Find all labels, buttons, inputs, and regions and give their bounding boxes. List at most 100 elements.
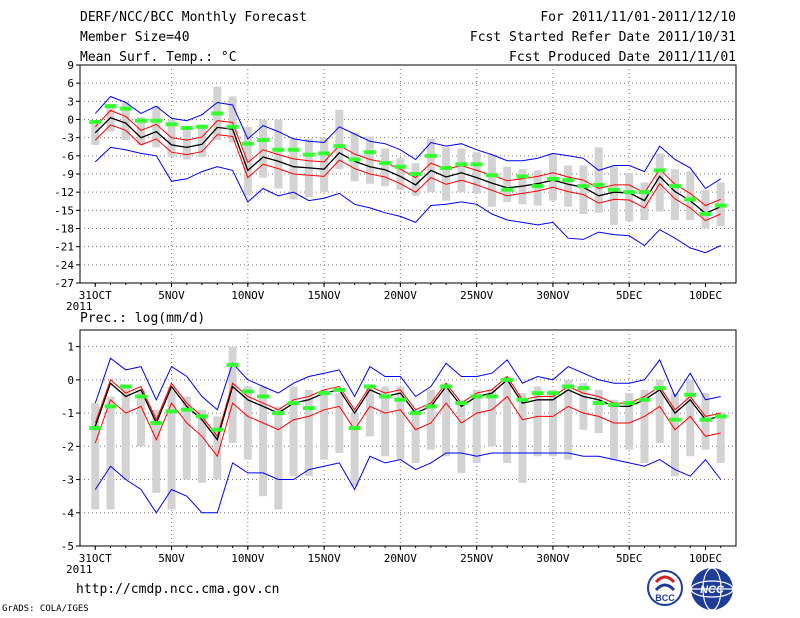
observed-mark: [165, 122, 178, 127]
observed-mark: [287, 147, 300, 152]
observed-mark: [150, 421, 163, 426]
observed-mark: [272, 411, 285, 416]
observed-mark: [592, 401, 605, 406]
series-ensemble-min: [94, 146, 721, 254]
ncc-logo-text: NCC: [700, 584, 725, 596]
x-tick-label: 15NOV: [308, 289, 341, 302]
range-box: [289, 137, 298, 200]
range-box: [137, 389, 146, 447]
range-box: [198, 409, 207, 483]
observed-mark: [455, 401, 468, 406]
range-box: [472, 389, 481, 463]
range-box: [121, 102, 130, 141]
observed-mark: [531, 391, 544, 396]
range-box: [182, 396, 191, 480]
header-title: DERF/NCC/BCC Monthly Forecast: [80, 10, 307, 25]
range-box: [457, 148, 466, 193]
chart-panel-2: -5 -4 -3 -2 -1 0 1 31OCT 5NOV 10NOV 15NOV 20NOV 25NO…: [61, 311, 737, 576]
observed-mark: [440, 384, 453, 389]
ncc-logo: NCC: [690, 567, 734, 611]
header-period: For 2011/11/01-2011/12/10: [540, 10, 736, 25]
observed-mark: [394, 397, 407, 402]
range-box: [533, 386, 542, 457]
range-box: [411, 409, 420, 463]
observed-mark: [501, 377, 514, 382]
header-member-size: Member Size=40: [80, 30, 190, 45]
observed-mark: [363, 384, 376, 389]
observed-mark: [257, 394, 270, 399]
range-box: [686, 171, 695, 221]
range-box: [609, 166, 618, 225]
y-tick-label: 0: [67, 374, 74, 387]
y-tick-label: -21: [54, 241, 74, 254]
y-tick-label: -9: [61, 168, 74, 181]
range-box: [381, 386, 390, 457]
observed-mark: [318, 151, 331, 156]
observed-mark: [684, 392, 697, 397]
observed-mark: [546, 176, 559, 181]
footer-grads: GrADS: COLA/IGES: [2, 604, 89, 614]
x-tick-label: 10NOV: [231, 289, 264, 302]
range-box: [716, 413, 725, 463]
range-box: [670, 393, 679, 477]
y-tick-label: -3: [61, 474, 74, 487]
range-box: [426, 138, 435, 193]
observed-mark: [623, 190, 636, 195]
range-box: [564, 379, 573, 460]
range-box: [121, 386, 130, 480]
observed-mark: [424, 153, 437, 158]
observed-mark: [409, 172, 422, 176]
x-tick-label: 10NOV: [231, 552, 264, 565]
observed-mark: [668, 184, 681, 189]
observed-mark: [287, 401, 300, 406]
observed-mark: [653, 168, 666, 173]
range-box: [472, 152, 481, 194]
range-box: [442, 147, 451, 201]
observed-mark: [638, 190, 651, 195]
observed-mark: [180, 407, 193, 412]
y-tick-label: -2: [61, 440, 74, 453]
range-box: [609, 399, 618, 460]
x-tick-label: 25NOV: [460, 289, 493, 302]
footer-url: http://cmdp.ncc.cma.gov.cn: [76, 582, 280, 597]
observed-mark: [668, 417, 681, 422]
y-tick-label: -3: [61, 132, 74, 145]
range-box: [320, 389, 329, 460]
header-right: For 2011/11/01-2011/12/10 Fcst Started R…: [470, 10, 736, 70]
range-box: [320, 137, 329, 193]
observed-mark: [516, 397, 529, 402]
range-box: [167, 386, 176, 510]
x-tick-label: 5NOV: [158, 552, 185, 565]
y-tick-label: -18: [54, 223, 74, 236]
observed-mark: [318, 391, 331, 396]
observed-mark: [638, 397, 651, 402]
y-tick-label: 9: [67, 59, 74, 72]
range-box: [365, 136, 374, 184]
range-box: [152, 409, 161, 493]
range-box: [503, 166, 512, 202]
observed-mark: [333, 144, 346, 149]
observed-mark: [470, 394, 483, 399]
series-ensemble-max: [94, 357, 721, 411]
observed-mark: [348, 157, 361, 162]
x-tick-label: 31OCT: [79, 552, 112, 565]
range-box: [518, 393, 527, 483]
x-tick-label: 30NOV: [536, 552, 569, 565]
range-box: [137, 117, 146, 145]
range-box: [274, 119, 283, 189]
range-box: [686, 379, 695, 457]
range-box: [335, 109, 344, 170]
range-box: [701, 189, 710, 229]
x-tick-label: 5NOV: [158, 289, 185, 302]
observed-mark: [607, 187, 620, 192]
range-box: [579, 165, 588, 214]
observed-mark: [714, 414, 727, 419]
observed-mark: [302, 152, 315, 157]
series-spread-lower: [94, 124, 721, 222]
plot-frame: [79, 329, 737, 547]
observed-mark: [485, 173, 498, 178]
range-box: [274, 406, 283, 510]
range-box: [625, 172, 634, 222]
range-box: [442, 383, 451, 457]
